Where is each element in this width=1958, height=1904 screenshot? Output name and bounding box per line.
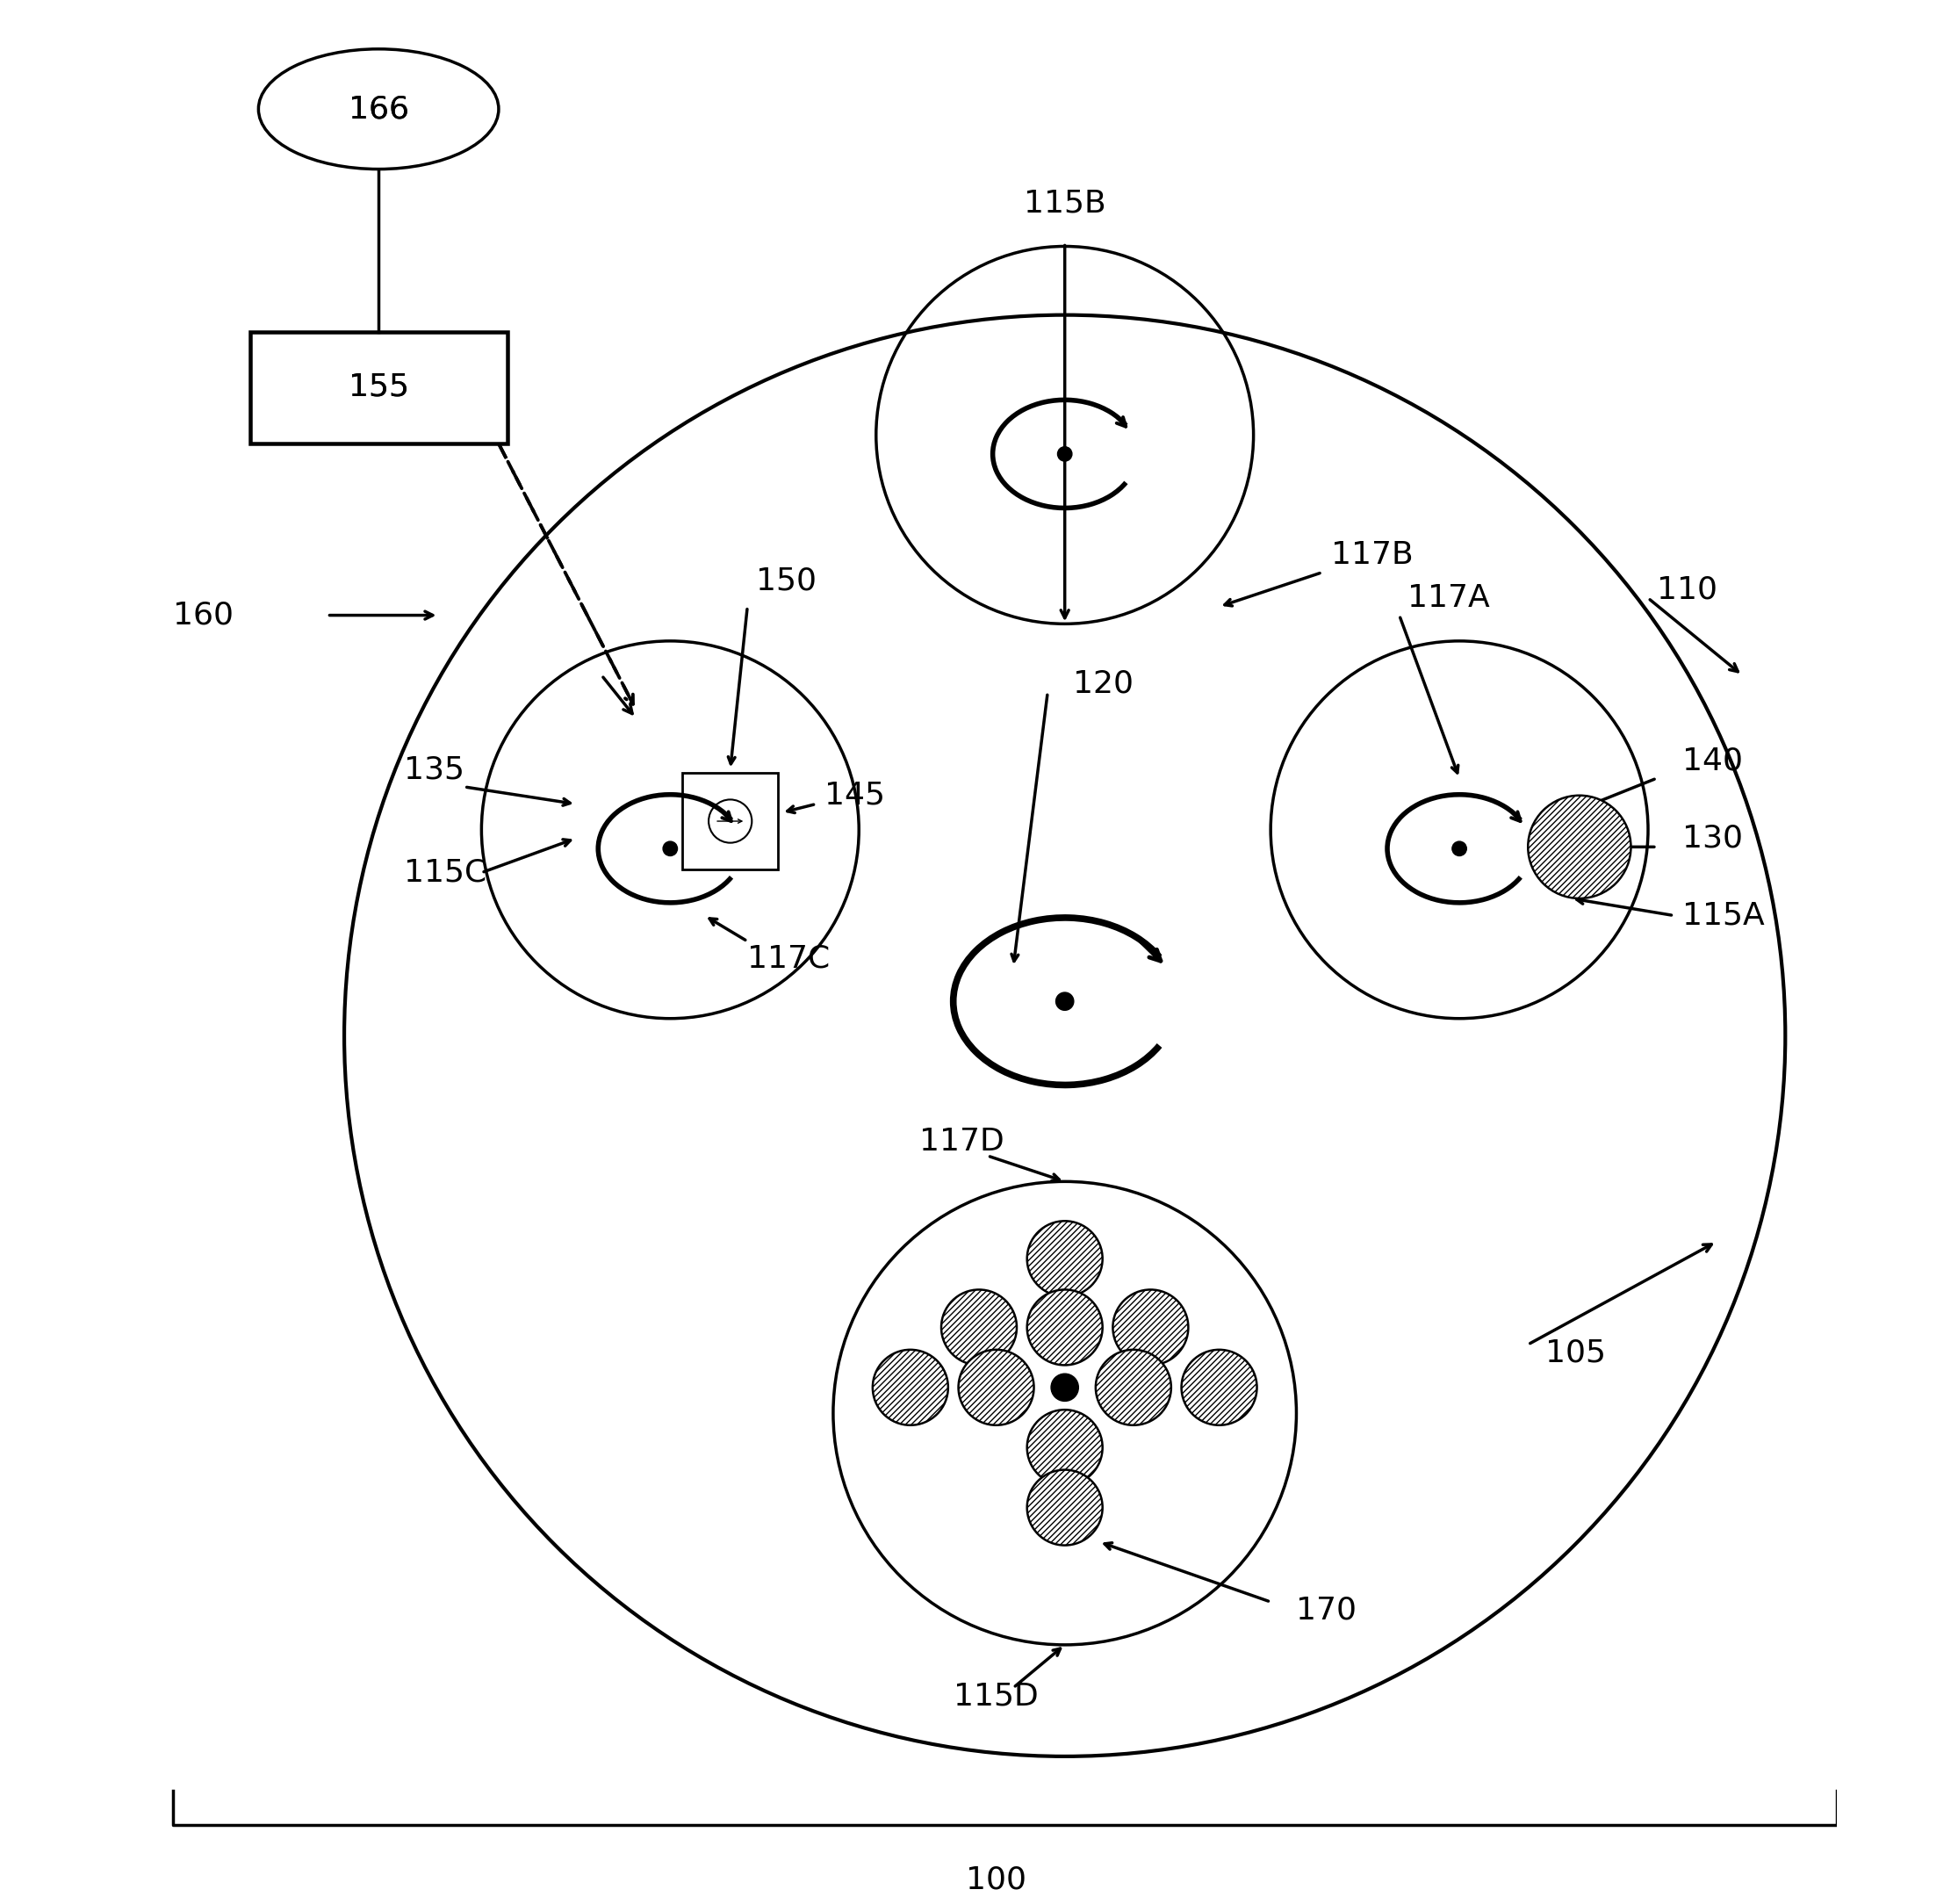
- Text: 155: 155: [349, 371, 409, 402]
- Text: 117D: 117D: [918, 1127, 1004, 1158]
- Text: 155: 155: [349, 371, 409, 402]
- Circle shape: [942, 1289, 1016, 1365]
- Text: 117A: 117A: [1408, 583, 1490, 613]
- Circle shape: [1028, 1220, 1102, 1297]
- Text: 135: 135: [403, 754, 464, 784]
- Text: 115D: 115D: [954, 1681, 1038, 1712]
- Text: 115C: 115C: [403, 857, 488, 887]
- Circle shape: [1112, 1289, 1189, 1365]
- Text: 120: 120: [1073, 668, 1134, 699]
- Bar: [681, 773, 777, 870]
- Text: 150: 150: [756, 565, 816, 596]
- Text: 145: 145: [824, 781, 885, 811]
- Bar: [251, 331, 507, 444]
- Circle shape: [1096, 1350, 1171, 1426]
- Text: 105: 105: [1545, 1339, 1606, 1369]
- Text: 100: 100: [965, 1866, 1026, 1894]
- Text: 117C: 117C: [748, 944, 830, 973]
- Text: 166: 166: [349, 93, 409, 124]
- Text: 130: 130: [1682, 823, 1743, 853]
- Circle shape: [873, 1350, 948, 1426]
- Circle shape: [664, 842, 677, 855]
- Text: 140: 140: [1682, 746, 1743, 777]
- Circle shape: [1527, 796, 1631, 899]
- Text: 166: 166: [349, 93, 409, 124]
- Circle shape: [1028, 1409, 1102, 1485]
- Circle shape: [1028, 1470, 1102, 1546]
- Circle shape: [1453, 842, 1467, 855]
- Text: 110: 110: [1656, 575, 1717, 604]
- Circle shape: [1051, 1373, 1079, 1401]
- Circle shape: [1057, 447, 1071, 461]
- Circle shape: [957, 1350, 1034, 1426]
- Text: 115A: 115A: [1682, 901, 1764, 931]
- Circle shape: [1028, 1289, 1102, 1365]
- Text: 170: 170: [1296, 1596, 1357, 1626]
- Circle shape: [1055, 992, 1073, 1011]
- Text: 117B: 117B: [1331, 541, 1414, 569]
- Text: 115B: 115B: [1024, 188, 1106, 219]
- Circle shape: [1181, 1350, 1257, 1426]
- Text: 160: 160: [172, 600, 233, 630]
